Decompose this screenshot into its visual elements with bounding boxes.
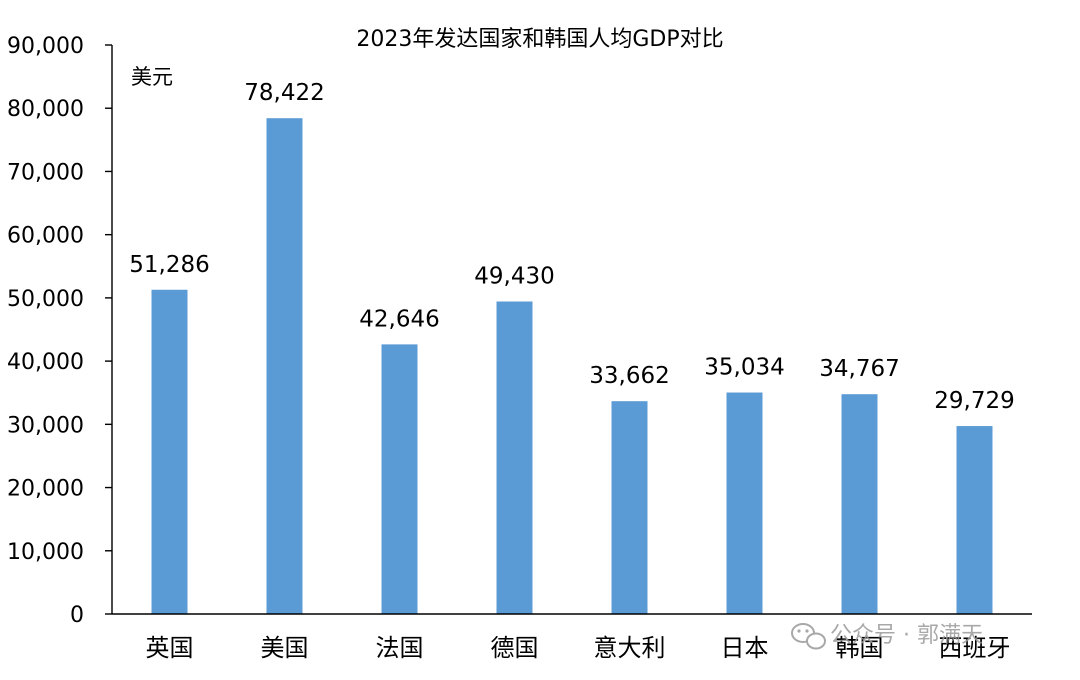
data-label: 42,646 — [359, 306, 439, 332]
watermark-text: 公众号 · 郭满天 — [830, 623, 983, 648]
x-axis: 英国 美国 法国 德国 意大利 日本 韩国 西班牙 — [112, 613, 1032, 662]
x-tick-label: 西班牙 — [939, 634, 1011, 662]
y-tick-label: 40,000 — [7, 350, 84, 375]
watermark: 公众号 · 郭满天 — [791, 623, 983, 650]
x-tick-label: 日本 — [721, 634, 769, 662]
bar — [726, 392, 763, 614]
y-tick-label: 90,000 — [7, 34, 84, 59]
y-tick-label: 30,000 — [7, 413, 84, 438]
data-label: 34,767 — [819, 356, 899, 382]
wechat-icon — [791, 623, 826, 650]
x-tick-label: 意大利 — [594, 634, 666, 662]
y-tick-label: 60,000 — [7, 224, 84, 249]
y-tick-label: 10,000 — [7, 540, 84, 565]
data-label: 51,286 — [129, 252, 209, 278]
data-label: 35,034 — [704, 355, 784, 381]
data-label: 29,729 — [934, 388, 1014, 414]
data-label: 49,430 — [474, 263, 554, 289]
bar — [956, 426, 993, 614]
x-tick-label: 美国 — [261, 634, 309, 662]
bar — [151, 289, 188, 614]
chart-title: 2023年发达国家和韩国人均GDP对比 — [356, 27, 723, 52]
bar — [266, 118, 303, 614]
y-tick-label: 70,000 — [7, 160, 84, 185]
y-tick-label: 50,000 — [7, 287, 84, 312]
y-tick-label: 0 — [70, 603, 84, 628]
y-axis: 0 10,000 20,000 30,000 40,000 50,000 60,000 70,… — [7, 34, 113, 628]
bars: 51,286 78,422 42,646 49,430 33,662 35,034 34,7… — [129, 80, 1015, 614]
data-label: 78,422 — [244, 80, 324, 106]
bar — [381, 344, 418, 614]
bar — [841, 394, 878, 614]
x-tick-label: 法国 — [376, 634, 424, 662]
x-tick-label: 韩国 — [836, 634, 884, 662]
y-tick-label: 80,000 — [7, 97, 84, 122]
bar — [496, 301, 533, 614]
unit-label: 美元 — [131, 65, 173, 89]
data-label: 33,662 — [589, 363, 669, 389]
bar — [611, 401, 648, 614]
x-tick-label: 德国 — [491, 634, 539, 662]
y-tick-label: 20,000 — [7, 477, 84, 502]
x-tick-label: 英国 — [146, 634, 194, 662]
